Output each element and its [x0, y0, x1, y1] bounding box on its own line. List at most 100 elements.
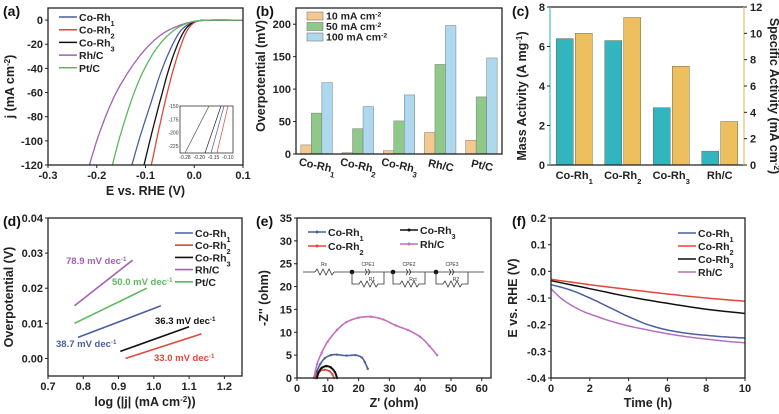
panel-d-xtick-label: 0.9	[111, 381, 126, 393]
panel-f-xtick-label: 8	[703, 383, 709, 395]
panel-label: (f)	[512, 213, 526, 229]
data-point	[320, 366, 323, 370]
panel-d-ytick-label: 0.01	[22, 318, 43, 330]
inset-line	[184, 105, 210, 154]
inset-ytick-label: -200	[168, 131, 178, 137]
bar-corh2-left	[604, 40, 622, 166]
bar-corh3-left	[653, 107, 671, 166]
slope-annotation: 36.3 mV dec-1	[155, 316, 216, 328]
panel-a-xtick-label: -0.2	[87, 170, 106, 182]
panel-e-xtick-label: 60	[476, 383, 488, 395]
panel-a: -0.3 -0.2 -0.1 0.0 0.1 0 -20 -40 -60 -80 -100 -120 E…	[3, 3, 251, 198]
panel-c-ytick-right-label: 10	[750, 28, 762, 40]
panel-e-ytick-label: 35	[280, 213, 292, 225]
xtick-label: Co-Rh3	[653, 170, 690, 186]
panel-d-xtick-label: 1.2	[217, 381, 232, 393]
panel-f-xtick-label: 4	[626, 383, 633, 395]
y-axis-label: Mass Activity (A mg-1)	[515, 31, 530, 160]
panel-c-ytick-label: 2	[539, 121, 545, 133]
bar-ptc-0	[465, 140, 477, 155]
legend-label: Rh/C	[698, 267, 723, 279]
bar-rhc-1	[434, 64, 446, 155]
data-point	[320, 351, 323, 355]
panel-b-ytick-label: 0	[285, 149, 291, 161]
cpe-element	[448, 268, 455, 276]
panel-d-ytick-label: 0.02	[22, 283, 43, 295]
stability-line-corh2	[550, 278, 746, 302]
panel-e-ytick-label: 10	[280, 327, 292, 339]
xtick-label: Rh/C	[707, 170, 733, 182]
panel-e-ytick-label: 30	[280, 236, 292, 248]
panel-a-ytick-label: -60	[27, 88, 43, 100]
y-axis-label: j (mA cm-2)	[3, 55, 18, 120]
legend-label: 10 mA cm-2	[326, 11, 381, 23]
stability-line-corh3	[550, 279, 746, 315]
inset-xtick-label: -0.10	[222, 155, 234, 161]
data-point	[323, 368, 326, 371]
data-point	[331, 373, 334, 376]
x-axis-label: E vs. RHE (V)	[106, 184, 185, 198]
circuit-label: Rs	[321, 262, 328, 268]
y-axis-right-label: Specific Activity (mA cm-2)	[767, 18, 779, 174]
panel-c-ytick-right-label: 6	[750, 81, 756, 93]
data-point	[354, 353, 357, 357]
panel-f: 0 2 4 6 8 10 -0.4 -0.3 -0.2 -0.1 0.0 0.1 0.2 Time (h)…	[506, 213, 751, 410]
panel-e-ytick-label: 15	[280, 304, 292, 316]
panel-a-xtick-label: 0.0	[187, 170, 202, 182]
circuit-label: R2	[453, 277, 460, 283]
bar-rhc-2	[445, 25, 457, 155]
panel-f-ytick-label: -0.4	[527, 373, 547, 385]
panel-f-ytick-label: 0.1	[531, 240, 546, 252]
panel-f-ytick-label: 0.2	[531, 213, 546, 225]
panel-a-xtick-label: -0.3	[39, 170, 58, 182]
panel-d-xtick-label: 0.8	[76, 381, 91, 393]
panel-label: (b)	[256, 3, 274, 19]
legend-label: Co-Rh1	[195, 228, 231, 244]
inset-line	[204, 105, 222, 154]
inset-frame	[179, 105, 234, 154]
legend-marker	[315, 244, 319, 248]
bar-corh3-2	[404, 94, 415, 155]
inset-ytick-label: -150	[168, 104, 178, 110]
panel-b-frame	[295, 7, 503, 155]
data-point	[360, 356, 363, 359]
panel-a-ytick-label: -100	[21, 136, 43, 148]
y-axis-label: Overpotential (V)	[2, 247, 16, 348]
x-axis-label: log (|j| (mA cm-2))	[94, 395, 195, 410]
panel-a-ytick-label: -20	[27, 39, 43, 51]
stability-line-corh1	[550, 283, 746, 339]
data-point	[406, 328, 410, 332]
panel-c-ytick-label: 0	[539, 160, 545, 172]
data-point	[366, 367, 370, 371]
bar-corh3-1	[393, 120, 405, 155]
legend-swatch	[306, 11, 324, 21]
legend-label: Co-Rh3	[420, 225, 456, 241]
panel-b-ytick-label: 100	[273, 84, 291, 96]
bar-corh1-left	[556, 38, 574, 166]
panel-b: Co-Rh1 Co-Rh2 Co-Rh3 Rh/C Pt/C 0 50 100 150 200 Ov…	[254, 3, 503, 179]
data-point	[326, 340, 329, 343]
fit-line-ptc	[74, 287, 148, 325]
panel-a-xtick-label: 0.1	[235, 170, 250, 182]
bar-ptc-1	[475, 96, 487, 155]
legend-marker	[315, 230, 319, 234]
panel-c-ytick-right-label: 12	[750, 2, 762, 14]
panel-d-frame	[47, 217, 243, 377]
data-point	[315, 369, 319, 373]
panel-e-xtick-label: 50	[445, 383, 457, 395]
cpe-element	[405, 268, 412, 276]
bar-corh2-2	[362, 106, 374, 155]
resistor-parallel	[392, 272, 426, 288]
panel-e-xtick-label: 30	[383, 383, 395, 395]
data-point	[329, 353, 333, 357]
data-point	[325, 364, 328, 368]
xtick-label: Rh/C	[427, 158, 455, 175]
panel-f-ytick-label: -0.2	[527, 320, 546, 332]
bar-rhc-left	[701, 150, 719, 166]
y-axis-label: Overpotential (mV)	[254, 20, 268, 132]
circuit-label: R1	[369, 277, 376, 283]
panel-c: Co-Rh1 Co-Rh2 Co-Rh3 Rh/C 0 2 4 6 8 0 2 4 6 8 10 12 Mass…	[512, 2, 779, 186]
panel-e-ytick-label: 25	[280, 259, 292, 271]
xtick-label: Pt/C	[470, 158, 494, 174]
